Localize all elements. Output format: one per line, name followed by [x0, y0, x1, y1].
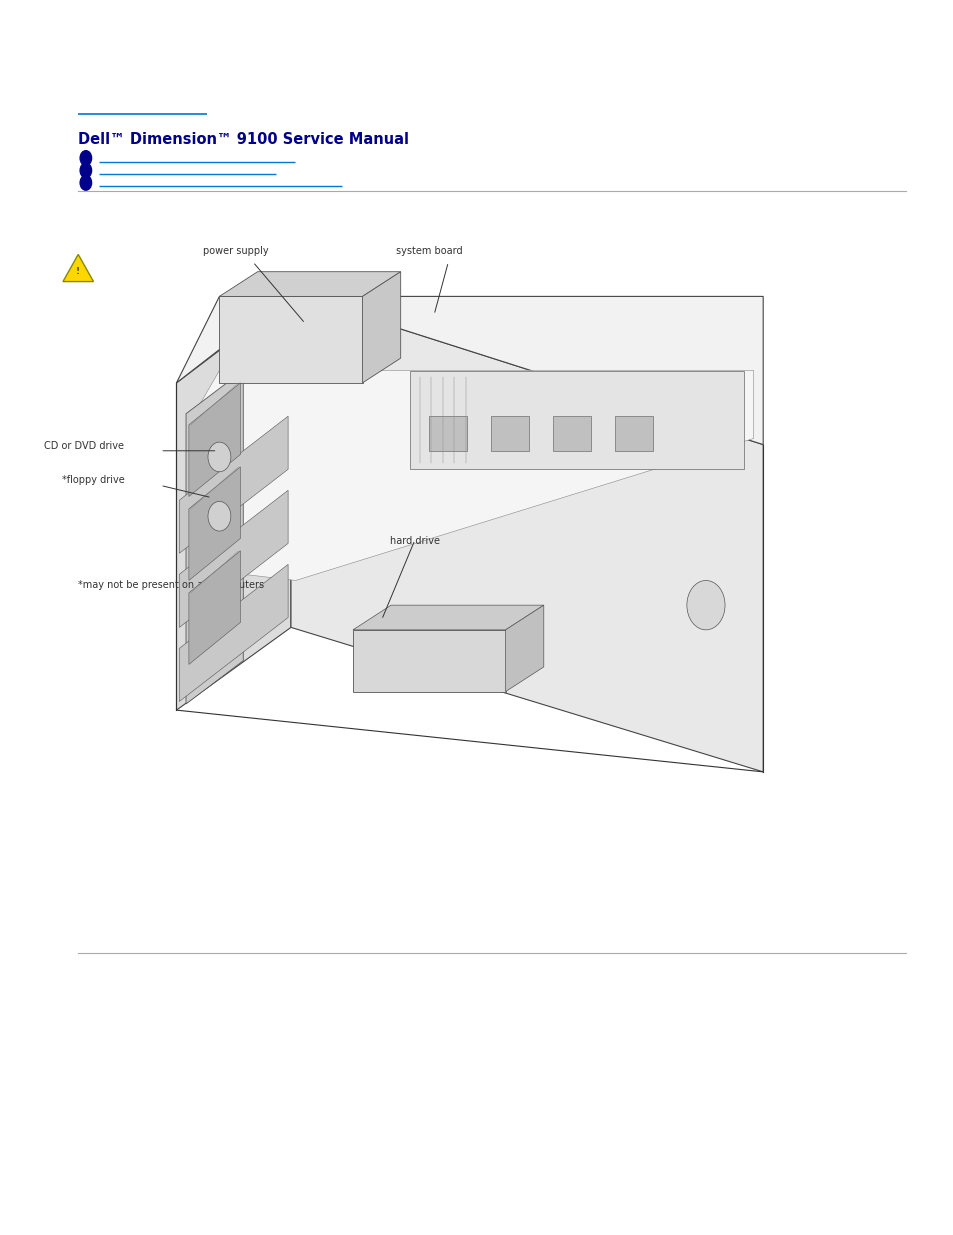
- Polygon shape: [353, 605, 543, 630]
- Polygon shape: [189, 383, 240, 496]
- Polygon shape: [186, 370, 243, 704]
- Circle shape: [208, 501, 231, 531]
- Text: *floppy drive: *floppy drive: [62, 475, 125, 485]
- Polygon shape: [189, 551, 240, 664]
- Polygon shape: [189, 467, 240, 580]
- Polygon shape: [176, 294, 762, 445]
- Circle shape: [80, 175, 91, 190]
- Polygon shape: [505, 605, 543, 692]
- Polygon shape: [362, 272, 400, 383]
- Polygon shape: [219, 296, 362, 383]
- Polygon shape: [615, 416, 653, 451]
- Text: !: !: [76, 267, 80, 277]
- Text: hard drive: hard drive: [390, 536, 439, 546]
- Polygon shape: [553, 416, 591, 451]
- Circle shape: [208, 442, 231, 472]
- Text: Dell™ Dimension™ 9100 Service Manual: Dell™ Dimension™ 9100 Service Manual: [78, 132, 409, 147]
- Polygon shape: [179, 490, 288, 627]
- Circle shape: [686, 580, 724, 630]
- Polygon shape: [219, 272, 400, 296]
- Polygon shape: [491, 416, 529, 451]
- Polygon shape: [63, 254, 93, 282]
- Polygon shape: [291, 294, 762, 772]
- Text: system board: system board: [395, 246, 462, 256]
- Polygon shape: [191, 370, 753, 580]
- Text: *may not be present on all computers: *may not be present on all computers: [78, 580, 264, 590]
- Polygon shape: [410, 370, 743, 469]
- Polygon shape: [179, 416, 288, 553]
- Polygon shape: [353, 630, 505, 692]
- Text: power supply: power supply: [203, 246, 268, 256]
- Polygon shape: [429, 416, 467, 451]
- Circle shape: [80, 151, 91, 165]
- Circle shape: [80, 163, 91, 178]
- Polygon shape: [176, 296, 291, 710]
- Polygon shape: [179, 564, 288, 701]
- Text: CD or DVD drive: CD or DVD drive: [44, 441, 124, 451]
